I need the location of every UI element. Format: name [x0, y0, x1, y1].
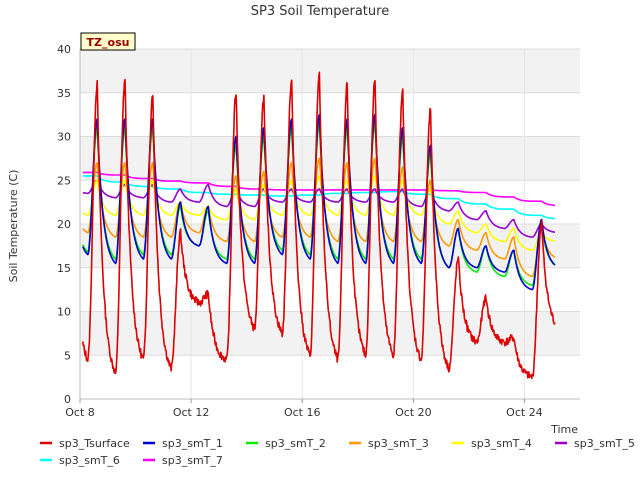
legend-item-sp3_Tsurface: sp3_Tsurface: [40, 437, 130, 450]
legend-label: sp3_smT_5: [574, 437, 635, 450]
legend-item-sp3_smT_5: sp3_smT_5: [555, 437, 635, 450]
x-axis-label: Time: [550, 423, 578, 436]
legend-label: sp3_smT_3: [368, 437, 429, 450]
chart-title: SP3 Soil Temperature: [251, 4, 389, 19]
legend-label: sp3_smT_1: [162, 437, 223, 450]
legend-label: sp3_smT_7: [162, 454, 223, 467]
legend-label: sp3_smT_6: [59, 454, 120, 467]
series-line-sp3_smT_4: [82, 175, 556, 251]
series-line-sp3_smT_3: [82, 157, 556, 278]
x-tick-label: Oct 8: [65, 406, 95, 419]
legend-item-sp3_smT_6: sp3_smT_6: [40, 454, 120, 467]
legend-item-sp3_smT_3: sp3_smT_3: [349, 437, 429, 450]
x-ticks: Oct 8 Oct 12 Oct 16 Oct 20 Oct 24: [65, 399, 543, 419]
y-tick-label: 20: [57, 218, 71, 231]
legend-label: sp3_smT_2: [265, 437, 326, 450]
legend-label: sp3_smT_4: [471, 437, 532, 450]
y-tick-label: 5: [64, 349, 71, 362]
series-line-sp3_smT_1: [82, 113, 556, 291]
legend-item-sp3_smT_1: sp3_smT_1: [143, 437, 223, 450]
axes: [79, 49, 580, 400]
x-tick-label: Oct 16: [284, 406, 321, 419]
band: [80, 136, 580, 181]
series-line-sp3_Tsurface: [82, 71, 556, 380]
badge: TZ_osu: [80, 32, 136, 51]
legend-item-sp3_smT_7: sp3_smT_7: [143, 454, 223, 467]
x-tick-label: Oct 20: [395, 406, 432, 419]
y-tick-label: 0: [64, 393, 71, 406]
legend-label: sp3_Tsurface: [59, 437, 130, 450]
y-tick-label: 35: [57, 87, 71, 100]
legend-item-sp3_smT_4: sp3_smT_4: [452, 437, 532, 450]
legend: sp3_Tsurface sp3_smT_1 sp3_smT_2 sp3_smT_3 s…: [40, 437, 635, 467]
badge-text: TZ_osu: [87, 36, 130, 49]
y-tick-label: 15: [57, 262, 71, 275]
band: [80, 49, 580, 93]
y-tick-label: 30: [57, 131, 71, 144]
series-layer: [82, 71, 556, 380]
x-tick-label: Oct 24: [506, 406, 543, 419]
x-tick-label: Oct 12: [173, 406, 210, 419]
y-axis-label: Soil Temperature (C): [7, 170, 20, 283]
series-line-sp3_smT_6: [82, 175, 556, 220]
y-ticks: 0 5 10 15 20 25 30 35 40: [57, 43, 71, 406]
y-tick-label: 25: [57, 174, 71, 187]
legend-item-sp3_smT_2: sp3_smT_2: [246, 437, 326, 450]
badge-box: [80, 32, 136, 51]
series-line-sp3_smT_5: [82, 179, 556, 238]
y-tick-label: 10: [57, 306, 71, 319]
y-tick-label: 40: [57, 43, 71, 56]
